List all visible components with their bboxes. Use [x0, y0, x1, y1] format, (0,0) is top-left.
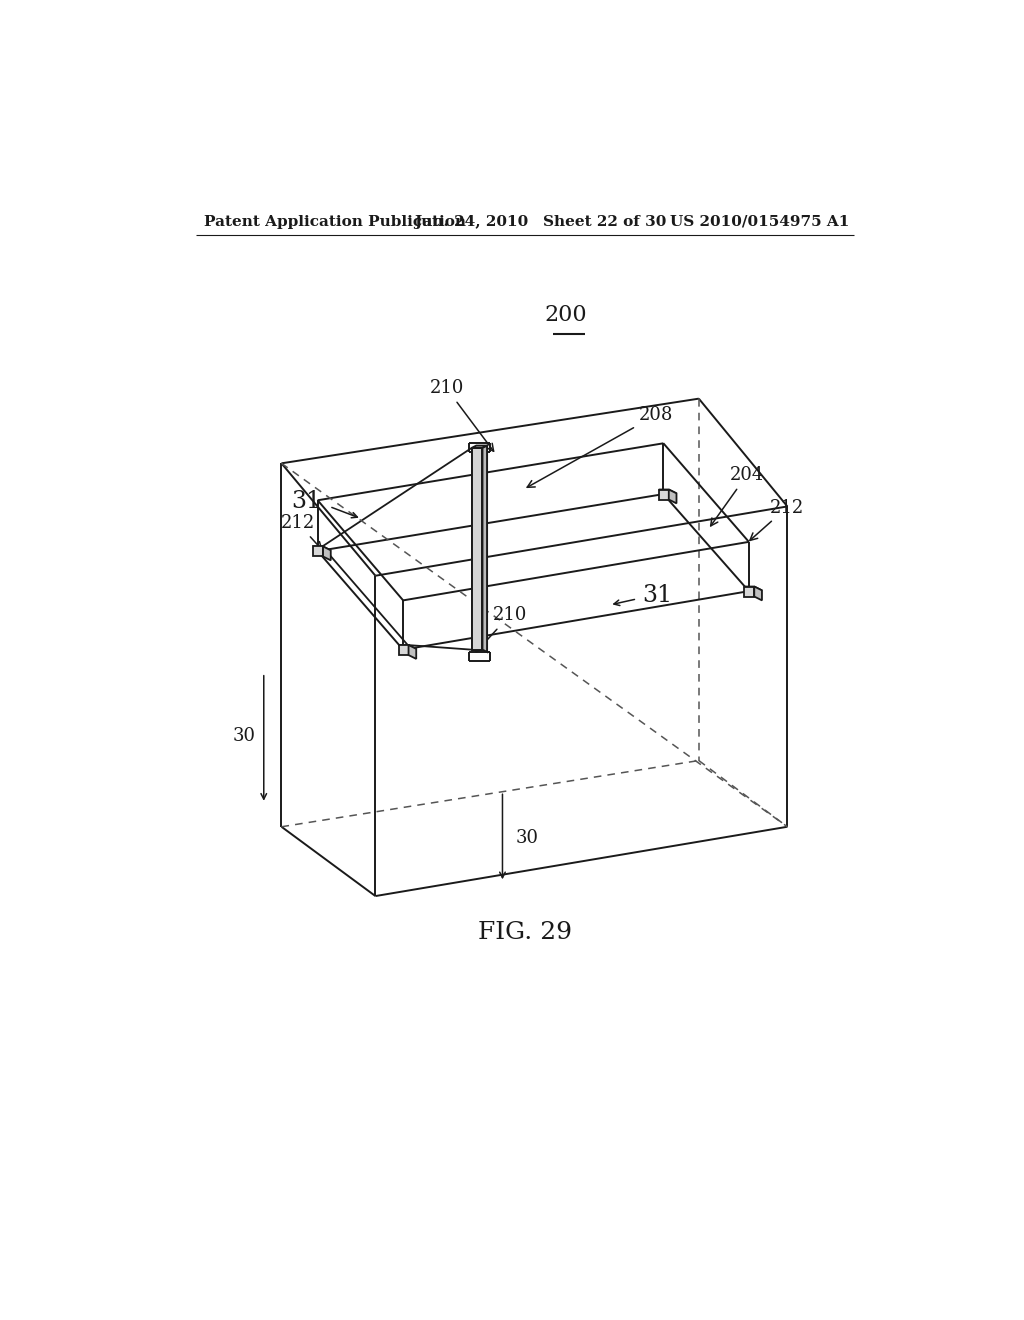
Text: 210: 210 [476, 606, 526, 652]
Polygon shape [409, 645, 416, 659]
Text: 212: 212 [281, 513, 322, 549]
Polygon shape [482, 446, 487, 652]
Polygon shape [323, 546, 331, 561]
Text: 210: 210 [429, 379, 494, 451]
Polygon shape [398, 645, 416, 649]
Text: 31: 31 [291, 490, 322, 512]
Text: Patent Application Publication: Patent Application Publication [204, 215, 466, 228]
Polygon shape [313, 546, 323, 557]
Text: 208: 208 [527, 407, 673, 487]
Text: 212: 212 [750, 499, 804, 540]
Text: US 2010/0154975 A1: US 2010/0154975 A1 [670, 215, 849, 228]
Bar [472, 447, 482, 649]
Polygon shape [755, 586, 762, 601]
Polygon shape [472, 446, 487, 447]
Text: 200: 200 [545, 305, 587, 326]
Polygon shape [658, 490, 669, 499]
Polygon shape [744, 586, 755, 597]
Polygon shape [398, 645, 409, 655]
Text: 31: 31 [643, 585, 673, 607]
Text: 204: 204 [711, 466, 764, 525]
Polygon shape [313, 546, 331, 550]
Text: 30: 30 [233, 727, 256, 744]
Text: Sheet 22 of 30: Sheet 22 of 30 [543, 215, 666, 228]
Text: 30: 30 [515, 829, 539, 846]
Text: Jun. 24, 2010: Jun. 24, 2010 [414, 215, 528, 228]
Polygon shape [669, 490, 677, 503]
Polygon shape [658, 490, 677, 494]
Text: FIG. 29: FIG. 29 [478, 921, 571, 944]
Polygon shape [744, 586, 762, 590]
